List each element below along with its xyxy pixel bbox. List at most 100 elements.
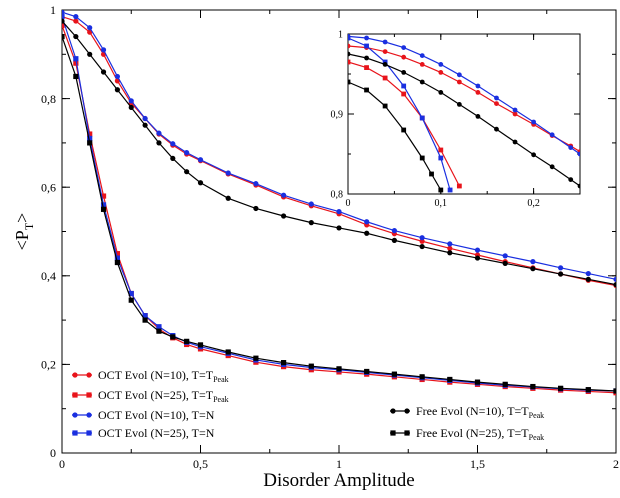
inset-series-oct-evol-n-25-t-t-peak-point <box>364 65 369 70</box>
main-series-free-evol-n-25-t-t-peak-point <box>475 380 480 385</box>
inset-x-tick-label: 0,1 <box>435 198 448 209</box>
legend-marker <box>390 430 395 435</box>
main-series-free-evol-n-25-t-t-peak-point <box>156 329 161 334</box>
legend-label-main: OCT Evol (N=25), T=N <box>98 426 215 440</box>
legend-marker <box>86 372 91 377</box>
main-series-free-evol-n-10-t-t-peak-point <box>170 156 175 161</box>
inset-series-free-evol-n-10-t-t-peak-point <box>401 70 406 75</box>
inset-series-oct-evol-n-10-t-n-point <box>578 152 583 157</box>
inset-series-oct-evol-n-25-t-t-peak-point <box>346 60 351 65</box>
main-series-free-evol-n-25-t-t-peak-point <box>309 364 314 369</box>
main-series-free-evol-n-25-t-t-peak-point <box>59 34 64 39</box>
main-series-free-evol-n-10-t-t-peak-point <box>281 213 286 218</box>
legend-item-oct-evol-n-10-t-t-peak: OCT Evol (N=10), T=TPeak <box>72 368 229 384</box>
inset-series-free-evol-n-10-t-t-peak-point <box>420 80 425 85</box>
main-series-free-evol-n-25-t-t-peak-point <box>73 74 78 79</box>
main-series-free-evol-n-10-t-t-peak-point <box>336 225 341 230</box>
main-series-oct-evol-n-25-t-n-point <box>156 324 161 329</box>
inset-series-oct-evol-n-10-t-n-point <box>364 36 369 41</box>
inset-series-oct-evol-n-10-t-n-point <box>568 145 573 150</box>
main-series-oct-evol-n-10-t-n-point <box>115 74 120 79</box>
main-x-tick-label: 0 <box>59 457 65 471</box>
inset-series-oct-evol-n-10-t-t-peak-point <box>383 49 388 54</box>
y-axis-label: <PT> <box>12 213 36 251</box>
main-series-oct-evol-n-10-t-n-point <box>586 271 591 276</box>
inset-series-oct-evol-n-25-t-n-point <box>438 156 443 161</box>
legend-marker <box>86 412 91 417</box>
legend: OCT Evol (N=10), T=TPeak OCT Evol (N=25),… <box>72 368 544 442</box>
inset-series-oct-evol-n-10-t-n-point <box>550 132 555 137</box>
legend-label-sub: Peak <box>529 433 545 442</box>
main-series-free-evol-n-25-t-t-peak-point <box>184 339 189 344</box>
main-series-oct-evol-n-10-t-n-point <box>59 10 64 15</box>
main-series-free-evol-n-25-t-t-peak-point <box>558 386 563 391</box>
y-axis-label-part: <P <box>12 230 32 250</box>
inset-frame <box>348 34 580 194</box>
legend-label: OCT Evol (N=25), T=N <box>98 426 215 440</box>
main-y-tick-label: 0,6 <box>41 180 56 194</box>
main-series-free-evol-n-10-t-t-peak-point <box>475 255 480 260</box>
inset-series-free-evol-n-10-t-t-peak-point <box>550 164 555 169</box>
main-series-oct-evol-n-10-t-n-point <box>364 219 369 224</box>
main-series-oct-evol-n-10-t-n-point <box>143 116 148 121</box>
main-series-free-evol-n-10-t-t-peak-point <box>420 244 425 249</box>
inset-series-oct-evol-n-10-t-t-peak-point <box>494 101 499 106</box>
legend-marker <box>86 430 91 435</box>
main-series-oct-evol-n-10-t-n-point <box>558 265 563 270</box>
main-series-free-evol-n-25-t-t-peak-point <box>447 377 452 382</box>
main-series-oct-evol-n-10-t-n-point <box>475 248 480 253</box>
y-axis-label-part: > <box>12 213 32 223</box>
main-series-oct-evol-n-10-t-t-peak-point <box>447 246 452 251</box>
main-y-tick-label: 0,2 <box>41 358 56 372</box>
inset-series-oct-evol-n-25-t-n-point <box>346 36 351 41</box>
main-series-free-evol-n-10-t-t-peak-point <box>586 277 591 282</box>
main-series-oct-evol-n-10-t-n-point <box>156 131 161 136</box>
legend-item-oct-evol-n-10-t-n: OCT Evol (N=10), T=N <box>72 408 215 422</box>
inset-series-free-evol-n-25-t-t-peak-point <box>383 104 388 109</box>
inset-series-oct-evol-n-10-t-n-point <box>420 53 425 58</box>
legend-marker <box>390 408 395 413</box>
main-series-oct-evol-n-10-t-n-point <box>281 193 286 198</box>
inset-series-oct-evol-n-25-t-n-point <box>448 188 453 193</box>
legend-label-sub: Peak <box>529 411 545 420</box>
inset-y-tick-label: 0,9 <box>331 110 344 121</box>
inset-series-free-evol-n-10-t-t-peak-point <box>476 114 481 119</box>
main-series-free-evol-n-25-t-t-peak-point <box>281 360 286 365</box>
main-series-oct-evol-n-25-t-n-point <box>59 14 64 19</box>
main-series-free-evol-n-10-t-t-peak-point <box>59 18 64 23</box>
inset-series-free-evol-n-10-t-t-peak-point <box>364 56 369 61</box>
main-y-tick-label: 0 <box>50 446 56 460</box>
legend-item-oct-evol-n-25-t-n: OCT Evol (N=25), T=N <box>72 426 215 440</box>
legend-label: OCT Evol (N=25), T=TPeak <box>98 388 229 404</box>
main-series-free-evol-n-10-t-t-peak-point <box>101 69 106 74</box>
main-series-oct-evol-n-10-t-n-point <box>87 25 92 30</box>
inset-series-oct-evol-n-25-t-n-point <box>364 44 369 49</box>
legend-label: OCT Evol (N=10), T=TPeak <box>98 368 229 384</box>
inset-series-oct-evol-n-10-t-t-peak-point <box>346 44 351 49</box>
legend-label: Free Evol (N=25), T=TPeak <box>416 426 544 442</box>
legend-label-main: OCT Evol (N=10), T=N <box>98 408 215 422</box>
inset-series-oct-evol-n-10-t-t-peak-point <box>438 70 443 75</box>
legend-marker <box>404 430 409 435</box>
main-series-oct-evol-n-10-t-n-point <box>198 157 203 162</box>
main-series-free-evol-n-10-t-t-peak-point <box>392 238 397 243</box>
main-series-oct-evol-n-10-t-n-point <box>530 259 535 264</box>
legend-label-main: Free Evol (N=10), T=T <box>416 404 529 418</box>
inset-y-tick-label: 1 <box>338 30 343 41</box>
legend-label: Free Evol (N=10), T=TPeak <box>416 404 544 420</box>
inset-series-free-evol-n-25-t-t-peak-point <box>401 128 406 133</box>
main-series-free-evol-n-10-t-t-peak-point <box>156 140 161 145</box>
main-series-free-evol-n-25-t-t-peak-point <box>530 384 535 389</box>
main-series-free-evol-n-10-t-t-peak-point <box>129 105 134 110</box>
legend-marker <box>72 430 77 435</box>
legend-label-sub: Peak <box>213 395 229 404</box>
legend-marker <box>86 392 91 397</box>
inset-series-free-evol-n-10-t-t-peak-point <box>346 52 351 57</box>
inset-series-free-evol-n-10-t-t-peak-point <box>531 152 536 157</box>
inset-x-tick-label: 0,2 <box>527 198 540 209</box>
legend-label-sub: Peak <box>213 375 229 384</box>
main-series-oct-evol-n-10-t-n-point <box>170 141 175 146</box>
main-x-tick-label: 1,5 <box>470 457 485 471</box>
inset-series-free-evol-n-25-t-t-peak-point <box>420 156 425 161</box>
main-series-oct-evol-n-10-t-n-point <box>420 235 425 240</box>
